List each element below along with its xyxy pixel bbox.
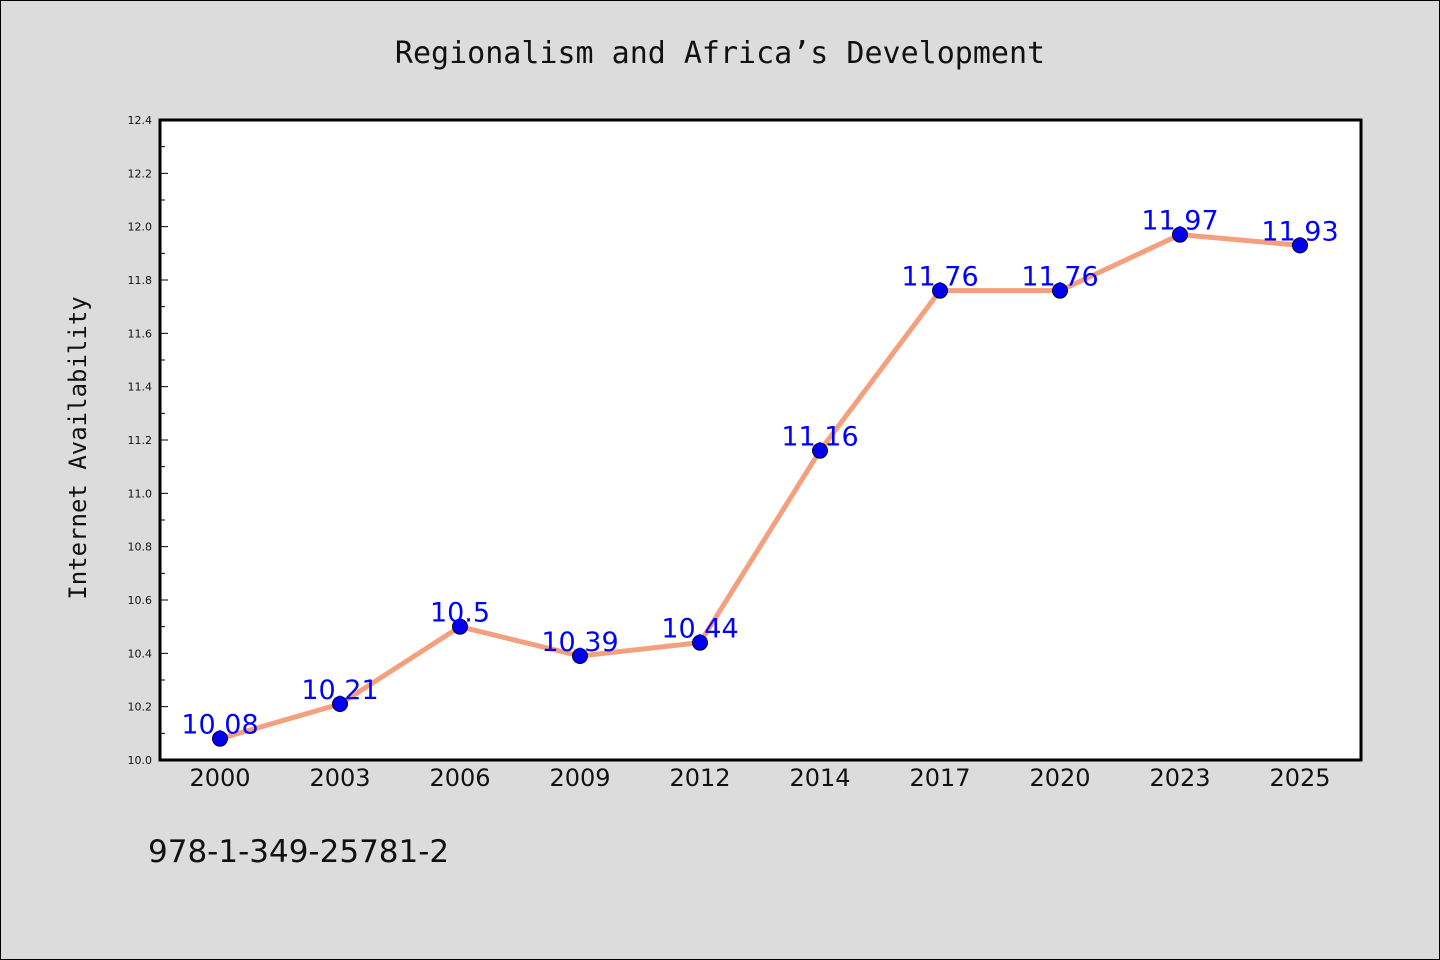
y-tick-label: 10.8 [128,541,153,554]
data-label: 11.93 [1261,216,1338,247]
series-line [219,232,1301,742]
chart-title: Regionalism and Africa’s Development [394,36,1046,71]
data-point [572,648,588,664]
y-tick-label: 12.2 [128,167,153,180]
data-point [1052,282,1068,299]
y-axis: 10.0 10.2 10.4 10.6 10.8 11.0 11.2 11.4 11.6 11.8… [128,114,168,767]
data-point [332,696,348,712]
x-tick-label: 2017 [909,764,970,792]
data-label: 10.5 [430,598,490,629]
data-point [212,730,228,747]
data-label: 10.39 [541,627,618,658]
data-label: 11.16 [781,422,858,453]
isbn-text: 978-1-349-25781-2 [148,834,450,870]
y-tick-label: 11.8 [128,274,153,287]
x-tick-label: 2000 [189,764,250,792]
y-tick-label: 10.4 [128,647,153,660]
x-tick-label: 2009 [549,764,610,792]
data-label: 10.21 [301,675,378,706]
y-tick-label: 11.4 [128,381,153,394]
y-tick-label: 11.6 [128,327,153,340]
y-tick-label: 11.2 [128,434,153,447]
y-tick-label: 10.0 [128,754,153,767]
y-tick-label: 12.0 [128,221,153,234]
data-point [1292,237,1308,254]
x-tick-label: 2003 [309,764,370,792]
y-axis-label: Internet Availability [64,296,92,599]
data-label: 11.76 [1021,262,1098,293]
y-tick-label: 10.6 [128,594,153,607]
y-tick-label: 11.0 [128,487,153,500]
data-label: 11.76 [901,262,978,293]
data-label: 10.08 [181,710,258,741]
y-tick-label: 10.2 [128,701,153,714]
data-label: 11.97 [1141,206,1218,237]
x-tick-label: 2014 [789,764,850,792]
x-tick-label: 2020 [1029,764,1090,792]
x-tick-label: 2025 [1269,764,1330,792]
x-tick-label: 2012 [669,764,730,792]
data-point [452,618,468,635]
x-tick-label: 2023 [1149,764,1210,792]
y-tick-label: 12.4 [128,114,153,127]
data-point [932,282,948,299]
plot-border [158,118,1363,762]
series-group: 10.08 10.21 10.5 10.39 10.44 11.16 11.76 11.76 1… [181,206,1339,747]
data-point [1172,226,1188,243]
data-label: 10.44 [661,614,738,645]
data-point [812,442,828,459]
data-point [692,634,708,651]
plot-area [160,120,1361,760]
x-axis: 2000 2003 2006 2009 2012 2014 2017 2020 2023 2025 [189,764,1330,792]
x-tick-label: 2006 [429,764,490,792]
